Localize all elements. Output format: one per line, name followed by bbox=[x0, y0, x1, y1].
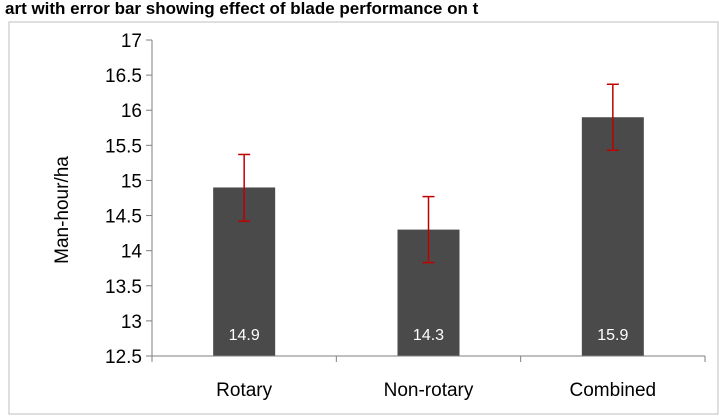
y-tick-label: 16 bbox=[121, 101, 142, 122]
chart-title: art with error bar showing effect of bla… bbox=[5, 0, 479, 18]
y-tick-label: 14.5 bbox=[105, 207, 142, 228]
y-tick-label: 16.5 bbox=[105, 66, 142, 87]
y-tick-label: 15 bbox=[121, 171, 142, 192]
x-tick-label: Combined bbox=[570, 380, 657, 401]
bar-combined bbox=[581, 117, 644, 356]
data-label: 15.9 bbox=[597, 327, 628, 344]
y-axis-label: Man-hour/ha bbox=[52, 156, 73, 264]
y-tick-label: 13.5 bbox=[105, 277, 142, 298]
data-label: 14.9 bbox=[229, 327, 260, 344]
y-axis: 12.5 13 13.5 14 14.5 15 15.5 16 16.5 17 bbox=[105, 31, 153, 368]
x-tick-label: Rotary bbox=[216, 380, 272, 401]
y-tick-label: 15.5 bbox=[105, 136, 142, 157]
data-label: 14.3 bbox=[413, 327, 444, 344]
y-tick-label: 12.5 bbox=[105, 347, 142, 368]
x-axis: Rotary Non-rotary Combined bbox=[151, 355, 706, 401]
y-tick-label: 14 bbox=[121, 242, 143, 263]
x-tick-label: Non-rotary bbox=[384, 380, 474, 401]
bars: 14.9 14.3 15.9 bbox=[213, 83, 644, 356]
y-tick-label: 17 bbox=[121, 31, 142, 52]
y-tick-label: 13 bbox=[121, 312, 142, 333]
